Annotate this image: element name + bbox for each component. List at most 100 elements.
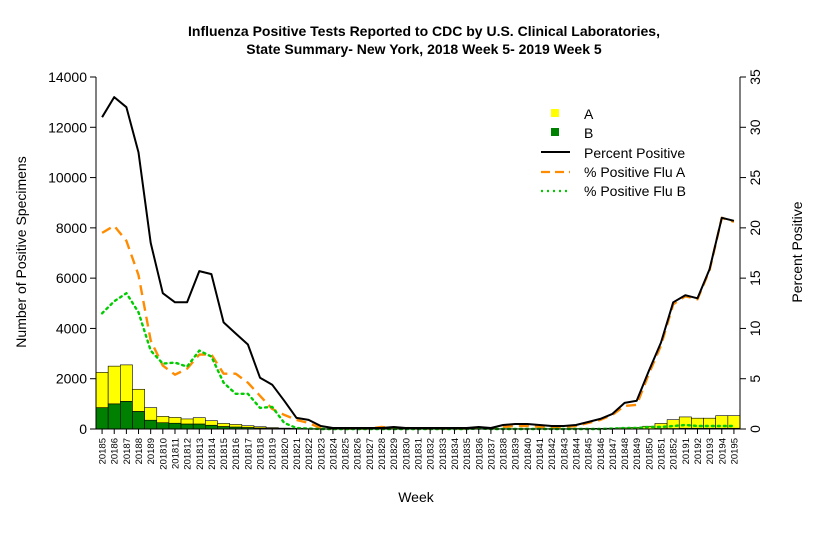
xtick-label: 201830 [401,438,412,470]
right-axis-ticks: 0 5 10 15 20 25 30 35 [740,69,763,433]
xtick-label: 20185 [98,438,109,464]
bar-a-20187 [120,364,133,402]
xtick-label: 201824 [328,438,339,470]
y-axis-label: Number of Positive Specimens [13,156,29,347]
bar-b-201813 [192,423,206,430]
legend-swatch-b [551,128,559,136]
bar-a-201818 [253,426,267,429]
x-axis-label: Week [398,489,435,505]
bar-a-20185 [95,372,109,408]
xtick-label: 201851 [657,438,668,470]
chart-legend: A B Percent Positive % Positive Flu A % … [541,106,686,199]
xtick-label: 20187 [122,438,133,464]
bar-a-20186 [107,365,121,405]
xtick-label: 20192 [693,438,704,464]
ytick-label: 8000 [56,220,87,236]
y2tick-label: 15 [747,270,763,286]
bar-a-201817 [241,425,255,428]
xtick-label: 201831 [414,438,425,470]
xtick-label: 20186 [110,438,121,464]
xtick-label: 201813 [195,438,206,470]
bar-a-20188 [132,388,145,412]
xtick-label: 201838 [499,438,510,470]
xtick-label: 20195 [729,438,740,464]
bar-a-201812 [180,418,194,425]
y2-axis-label: Percent Positive [789,201,805,302]
legend-label-flu-a: % Positive Flu A [584,164,686,180]
xtick-label: 201840 [523,438,534,470]
xtick-label: 201845 [584,438,595,470]
left-axis-ticks: 0 2000 4000 6000 8000 10000 12000 14000 [48,69,96,437]
bar-a-201815 [217,423,230,427]
xtick-label: 201834 [450,438,461,470]
bar-b-20186 [107,403,121,430]
xtick-label: 201821 [292,438,303,470]
xtick-label: 201844 [571,438,582,470]
ytick-label: 6000 [56,270,87,286]
xtick-label: 201843 [559,438,570,470]
bar-a-201814 [205,420,218,426]
xtick-label: 201837 [486,438,497,470]
bar-b-20189 [144,419,158,430]
xtick-label: 20188 [134,438,145,464]
xtick-label: 201842 [547,438,558,470]
legend-label-a: A [584,106,594,122]
xtick-label: 201850 [644,438,655,470]
xtick-label: 201832 [426,438,437,470]
xtick-label: 201848 [620,438,631,470]
y2tick-label: 20 [747,220,763,236]
xtick-label: 20194 [717,438,728,464]
xtick-label: 20191 [681,438,692,464]
bar-a-201811 [168,417,182,424]
bar-a-201816 [229,424,243,428]
xtick-label: 201827 [365,438,376,470]
ytick-label: 14000 [48,69,87,85]
ytick-label: 2000 [56,371,87,387]
bar-series-group [95,364,741,430]
ytick-label: 4000 [56,320,87,336]
xtick-label: 201828 [377,438,388,470]
y2tick-label: 5 [747,375,763,383]
xtick-label: 201815 [219,438,230,470]
bar-a-20189 [144,407,158,421]
bar-b-201810 [156,422,170,430]
xtick-label: 201823 [316,438,327,470]
bar-a-201813 [192,417,206,425]
bar-b-201811 [168,422,182,430]
xtick-label: 201812 [183,438,194,470]
xtick-label: 201825 [341,438,352,470]
bar-b-201812 [180,423,194,430]
xtick-label: 201846 [596,438,607,470]
bar-b-20188 [132,411,145,430]
xtick-label: 201811 [170,438,181,469]
xtick-label: 201849 [632,438,643,470]
xtick-label: 201810 [158,438,169,470]
bar-b-201814 [205,424,218,430]
chart-subtitle: State Summary- New York, 2018 Week 5- 20… [246,41,602,57]
xtick-label: 201847 [608,438,619,470]
legend-label-flu-b: % Positive Flu B [584,183,686,199]
legend-label-percent-positive: Percent Positive [584,145,685,161]
xtick-label: 201833 [438,438,449,470]
bar-b-20187 [120,401,133,430]
legend-label-b: B [584,125,593,141]
xtick-label: 201819 [268,438,279,470]
bar-a-201852 [666,419,680,429]
xtick-label: 20189 [146,438,157,464]
x-axis-ticks: 20185 20186 20187 20188 20189 201810 201811 201… [98,429,740,470]
ytick-label: 10000 [48,170,87,186]
xtick-label: 201817 [243,438,254,470]
y2tick-label: 10 [747,320,763,336]
y2tick-label: 35 [747,69,763,85]
bar-a-201819 [265,427,279,429]
bar-b-20185 [95,407,109,430]
xtick-label: 201841 [535,438,546,470]
xtick-label: 201816 [231,438,242,470]
legend-swatch-a [551,109,559,117]
xtick-label: 201814 [207,438,218,470]
ytick-label: 0 [79,421,87,437]
y2tick-label: 25 [747,170,763,186]
line-positive-flu-a [101,216,735,430]
line-positive-flu-b [100,292,736,431]
